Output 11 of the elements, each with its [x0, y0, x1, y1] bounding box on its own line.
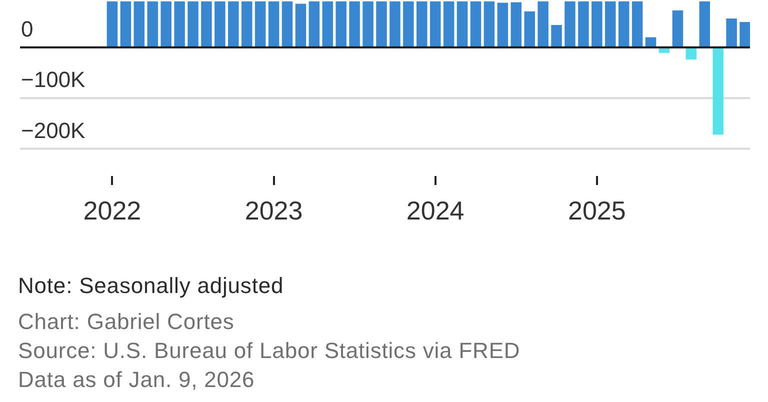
y-tick-label: −200K	[21, 118, 86, 143]
x-tick-label: 2025	[568, 196, 626, 226]
y-tick-label: 0	[21, 16, 34, 42]
y-tick-label: −100K	[21, 67, 86, 92]
x-tick-label: 2022	[83, 196, 142, 226]
x-tick-label: 2024	[406, 196, 464, 226]
x-tick-label: 2023	[244, 196, 303, 226]
source-note: Source: U.S. Bureau of Labor Statistics via FRED	[18, 338, 520, 364]
text: Chart: Gabriel Cortes	[18, 309, 234, 335]
text: Data as of Jan. 9, 2026	[18, 367, 255, 393]
text: Note: Seasonally adjusted	[18, 273, 284, 299]
